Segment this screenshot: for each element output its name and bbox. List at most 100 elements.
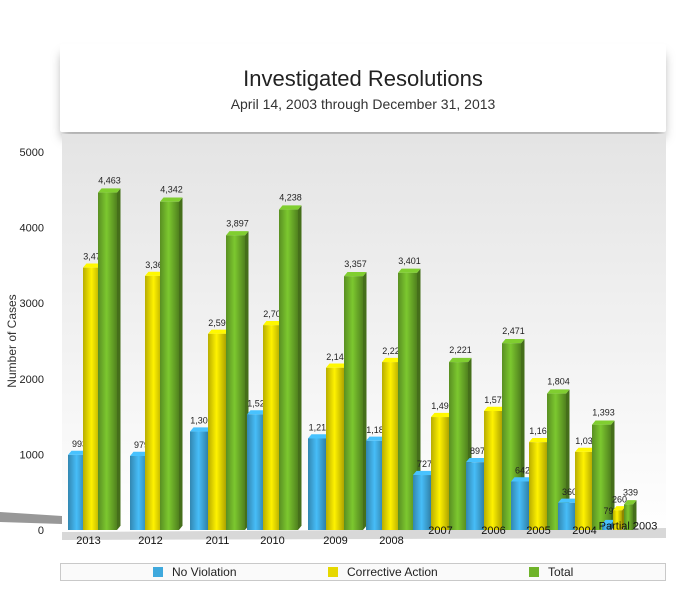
y-axis-label: Number of Cases [5,294,19,387]
bar-corrective-action-2010 [263,325,282,530]
value-label-no-violation-2010: 1,529 [247,398,270,408]
legend: No Violation Corrective Action Total [60,563,666,581]
bar-top-no-violation-2004 [558,498,581,503]
value-label-no-violation-2006: 897 [470,446,485,456]
value-label-corrective-action-2005: 1,162 [529,426,552,436]
bar-side-total-2008 [417,268,421,530]
legend-swatch-no-violation [153,567,163,577]
bar-top-total-partial-2003 [624,500,637,505]
bar-corrective-action-2008 [382,362,401,530]
value-label-total-2004: 1,393 [592,408,615,418]
bar-top-total-2010 [279,205,302,210]
bar-no-violation-2010 [247,414,266,530]
bar-no-violation-2011 [190,431,209,530]
value-label-no-violation-2011: 1,302 [190,416,213,426]
legend-item-total: Total [529,565,573,579]
bar-top-no-violation-2011 [190,427,213,432]
bar-top-corrective-action-2009 [326,363,349,368]
value-label-no-violation-2004: 360 [562,487,577,497]
bar-no-violation-2013 [68,454,87,530]
bar-chart: 0 1000 2000 3000 4000 5000 Number of Cases 993 3… [0,134,666,547]
value-label-no-violation-2012: 979 [134,440,149,450]
bar-no-violation-2007 [413,475,432,530]
legend-label-corrective-action: Corrective Action [347,565,438,579]
bar-total-2007 [449,362,468,530]
bar-top-total-2004 [592,420,615,425]
bar-top-corrective-action-2007 [431,412,454,418]
legend-label-no-violation: No Violation [172,565,237,579]
legend-swatch-corrective-action [328,567,338,577]
bar-corrective-action-2012 [145,275,164,530]
value-label-no-violation-partial-2003: 79 [603,506,613,516]
value-label-corrective-action-partial-2003: 260 [612,494,627,504]
bar-corrective-action-partial-2003 [613,510,622,530]
bar-corrective-action-2005 [529,442,548,530]
bar-top-no-violation-2006 [466,457,489,463]
bar-side-total-partial-2003 [633,500,637,530]
bar-top-corrective-action-2011 [208,329,231,334]
value-label-total-partial-2003: 339 [623,487,638,497]
legend-swatch-total [529,567,539,577]
value-label-no-violation-2008: 1,180 [366,425,389,435]
bar-side-total-2010 [298,205,302,530]
chart-subtitle: April 14, 2003 through December 31, 2013 [230,96,496,112]
category-label-2005: 2005 [526,525,550,537]
category-label-2007: 2007 [428,525,452,537]
bar-total-2004 [592,424,611,530]
value-label-corrective-action-2006: 1,574 [484,395,507,405]
bar-no-violation-2008 [366,440,385,530]
bar-no-violation-2012 [130,455,149,530]
bar-top-total-2009 [344,272,367,277]
title-card [60,44,666,132]
bar-corrective-action-2013 [83,267,102,530]
floor-shadow [0,512,62,524]
value-label-corrective-action-2007: 1,494 [431,401,454,411]
bar-side-total-2013 [117,188,121,530]
bar-total-2005 [547,393,566,530]
bar-total-2011 [226,235,245,531]
bar-top-total-2013 [98,188,121,193]
category-label-2006: 2006 [481,525,505,537]
value-label-no-violation-2009: 1,211 [309,422,331,432]
bar-top-no-violation-2005 [511,477,534,482]
bar-top-total-2012 [160,197,183,202]
y-tick-label: 2000 [20,374,44,386]
bar-top-no-violation-2009 [308,434,331,439]
bar-total-2010 [279,209,298,531]
category-label-2010: 2010 [260,535,284,547]
bar-top-corrective-action-partial-2003 [613,506,626,511]
bar-side-total-2004 [611,420,615,530]
bar-corrective-action-2011 [208,333,227,530]
y-tick-label: 3000 [20,298,44,310]
bar-top-total-2005 [547,389,570,394]
value-label-no-violation-2013: 993 [72,439,87,449]
bar-top-total-2007 [449,357,472,363]
legend-item-corrective-action: Corrective Action [328,565,438,579]
y-tick-label: 0 [38,525,44,537]
y-tick-label: 4000 [20,223,44,235]
value-label-no-violation-2005: 642 [515,465,530,475]
bar-no-violation-2005 [511,481,530,530]
bar-no-violation-2004 [558,502,577,530]
bar-no-violation-partial-2003 [602,524,611,530]
bar-side-total-2005 [566,389,570,530]
value-label-total-2011: 3,897 [226,218,249,228]
bar-top-no-violation-partial-2003 [602,519,615,525]
category-label-2009: 2009 [323,535,347,547]
bar-side-total-2009 [363,272,367,530]
value-label-corrective-action-2009: 2,146 [326,352,349,362]
chart-title: Investigated Resolutions [243,66,483,91]
bar-side-total-2012 [179,197,183,530]
bar-top-total-2011 [226,231,249,236]
bar-top-no-violation-2007 [413,470,436,476]
bar-total-2008 [398,272,417,530]
category-label-2012: 2012 [138,535,162,547]
value-label-total-2008: 3,401 [398,256,421,266]
plot-floor [62,528,666,540]
bar-top-total-2008 [398,268,421,273]
bar-top-corrective-action-2006 [484,406,507,412]
y-tick-label: 1000 [20,449,44,461]
bar-top-total-2006 [502,338,525,344]
bar-corrective-action-2009 [326,367,345,530]
category-label-partial-2003: Partial 2003 [599,521,658,533]
